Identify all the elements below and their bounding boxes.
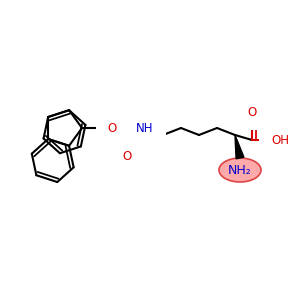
Polygon shape — [235, 135, 244, 159]
Text: NH: NH — [136, 122, 154, 134]
Text: O: O — [248, 106, 256, 118]
Text: O: O — [122, 149, 132, 163]
Ellipse shape — [219, 158, 261, 182]
Text: O: O — [107, 122, 117, 134]
Text: OH: OH — [271, 134, 289, 146]
Text: NH₂: NH₂ — [228, 164, 252, 176]
